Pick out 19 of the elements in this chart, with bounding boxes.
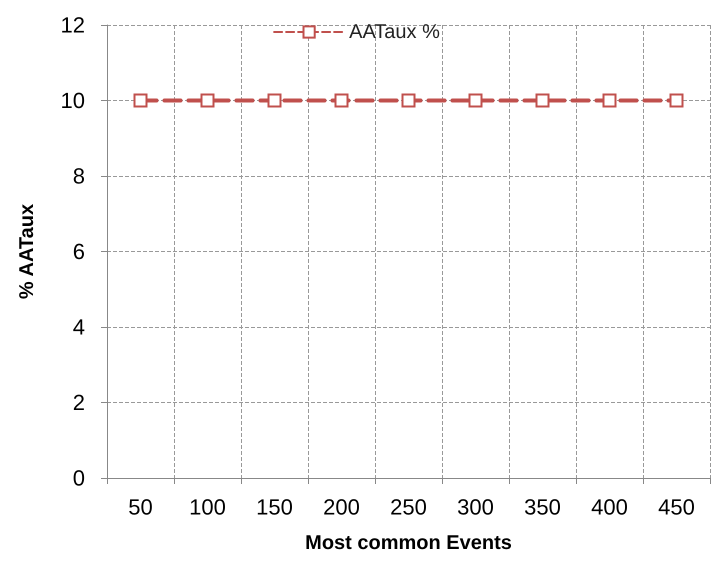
x-axis-title: Most common Events xyxy=(305,532,512,554)
y-tick-label: 6 xyxy=(72,239,85,264)
y-tick-label: 8 xyxy=(72,164,85,188)
x-tick-label: 450 xyxy=(658,494,695,520)
x-tick-label: 400 xyxy=(591,494,628,520)
x-tick-label: 250 xyxy=(390,494,427,520)
x-tick-label: 50 xyxy=(128,494,153,520)
x-tick-label: 300 xyxy=(457,494,494,520)
x-tick-label: 350 xyxy=(524,494,561,520)
y-tick-label: 12 xyxy=(60,12,85,38)
x-tick-label: 200 xyxy=(323,494,360,520)
y-tick-label: 2 xyxy=(72,390,85,415)
y-tick-label: 10 xyxy=(60,88,85,113)
y-tick-label: 0 xyxy=(72,466,85,490)
y-tick-label: 4 xyxy=(72,314,85,340)
legend-label: AATaux % xyxy=(349,21,440,43)
y-axis-title: % AATaux xyxy=(16,204,38,300)
x-tick-label: 100 xyxy=(189,494,226,520)
x-tick-label: 150 xyxy=(256,494,293,520)
